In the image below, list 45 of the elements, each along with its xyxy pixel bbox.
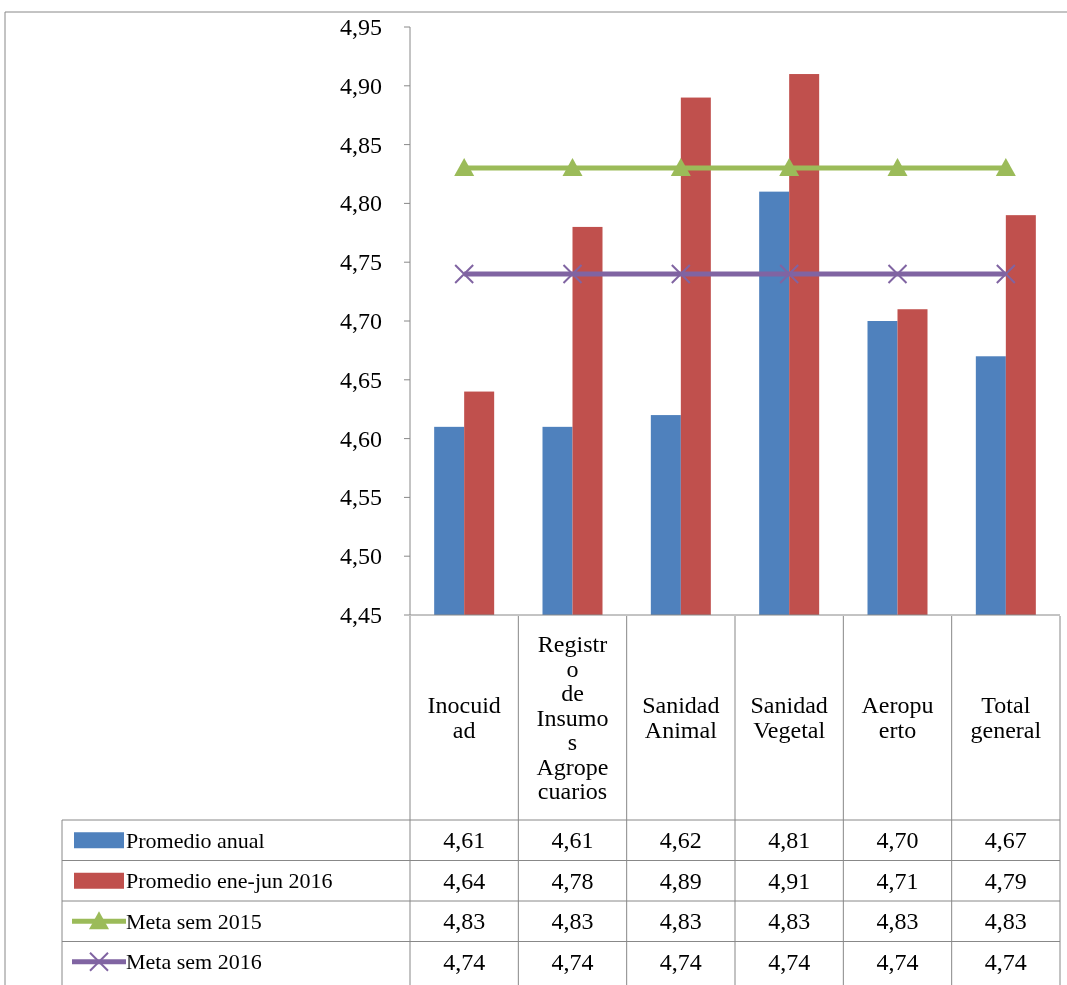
data-label: 4,67 — [984, 827, 1027, 854]
data-label: 4,64 — [443, 867, 486, 894]
data-label: 4,81 — [768, 827, 811, 854]
data-label: 4,91 — [768, 867, 811, 894]
legend-label: Promedio ene-jun 2016 — [126, 868, 333, 894]
y-tick-label: 4,50 — [340, 543, 382, 570]
data-label: 4,74 — [443, 948, 486, 975]
data-label: 4,83 — [984, 908, 1027, 935]
data-label: 4,74 — [984, 948, 1027, 975]
data-label: 4,74 — [659, 948, 702, 975]
x-tick-label: Total general — [970, 692, 1042, 743]
data-label: 4,83 — [768, 908, 811, 935]
data-label: 4,62 — [659, 827, 702, 854]
data-label: 4,89 — [659, 867, 702, 894]
data-label: 4,74 — [768, 948, 811, 975]
x-tick-label: Registro de Insumos Agropecuarios — [536, 631, 609, 804]
data-label: 4,83 — [443, 908, 486, 935]
y-tick-label: 4,55 — [340, 484, 382, 511]
y-tick-label: 4,60 — [340, 425, 382, 452]
data-label: 4,83 — [551, 908, 594, 935]
y-tick-label: 4,85 — [340, 131, 382, 158]
data-label: 4,83 — [876, 908, 919, 935]
y-tick-label: 4,90 — [340, 72, 382, 99]
y-tick-label: 4,80 — [340, 190, 382, 217]
y-tick-label: 4,65 — [340, 366, 382, 393]
x-tick-label: Inocuidad — [427, 692, 501, 743]
data-label: 4,71 — [876, 867, 919, 894]
data-label: 4,79 — [984, 867, 1027, 894]
data-label: 4,70 — [876, 827, 919, 854]
data-label: 4,74 — [551, 948, 594, 975]
x-tick-label: Sanidad Animal — [642, 692, 720, 743]
y-tick-label: 4,75 — [340, 249, 382, 276]
data-label: 4,61 — [551, 827, 594, 854]
y-tick-label: 4,95 — [340, 14, 382, 40]
legend-label: Meta sem 2016 — [126, 949, 262, 975]
data-label: 4,61 — [443, 827, 486, 854]
data-label: 4,83 — [659, 908, 702, 935]
legend-label: Meta sem 2015 — [126, 908, 262, 934]
data-label: 4,74 — [876, 948, 919, 975]
y-tick-label: 4,45 — [340, 602, 382, 628]
data-label: 4,78 — [551, 867, 594, 894]
y-tick-label: 4,70 — [340, 308, 382, 334]
x-tick-label: Aeropuerto — [861, 692, 934, 743]
x-tick-label: Sanidad Vegetal — [750, 692, 828, 743]
legend-label: Promedio anual — [126, 827, 265, 853]
